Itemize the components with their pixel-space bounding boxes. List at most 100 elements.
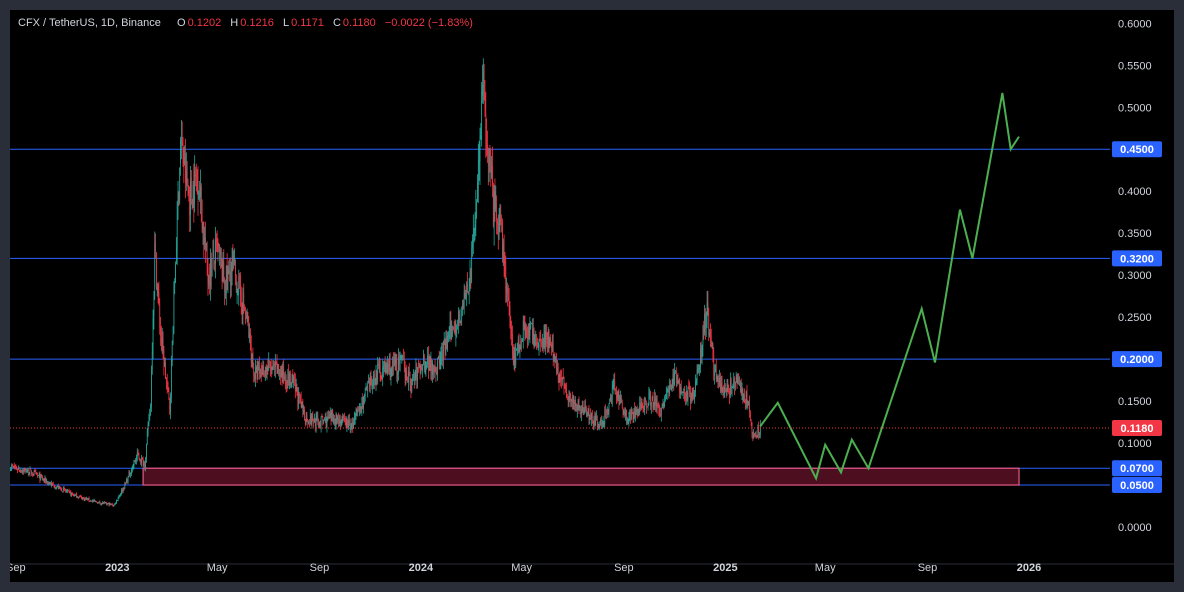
candle-body [92, 500, 94, 502]
candle-body [595, 417, 596, 426]
candle-body [16, 467, 18, 470]
candle-body [152, 317, 154, 354]
candle-body [260, 370, 261, 373]
candle-body [601, 423, 603, 427]
candle-body [633, 408, 635, 420]
candle-body [261, 372, 263, 377]
candle-body [597, 425, 599, 427]
candle-body [436, 372, 438, 374]
candle-body [14, 467, 16, 469]
candle-body [452, 326, 453, 328]
level-price-tag-box [1112, 351, 1162, 368]
candle-body [31, 470, 32, 475]
candle-body [605, 410, 606, 412]
candle-body [75, 494, 77, 496]
candle-body [503, 242, 505, 264]
candle-body [351, 421, 353, 429]
candle-body [660, 407, 662, 415]
candles-layer [10, 58, 761, 507]
candle-body [430, 360, 432, 371]
candle-body [230, 269, 232, 287]
candle-body [413, 374, 414, 379]
candle-body [477, 181, 478, 202]
candle-body [120, 494, 121, 496]
candle-body [347, 420, 349, 428]
candle-body [644, 396, 646, 410]
candle-body [409, 373, 411, 385]
candle-body [448, 333, 449, 337]
candle-body [324, 417, 326, 422]
candle-body [185, 168, 187, 184]
candle-body [49, 483, 51, 485]
candle-body [427, 355, 428, 364]
candle-body [667, 390, 669, 392]
candle-body [703, 327, 705, 334]
candle-body [576, 407, 578, 412]
candle-body [162, 337, 164, 351]
candle-body [735, 382, 736, 388]
candle-body [155, 244, 156, 252]
candle-body [552, 344, 553, 349]
candle-body [287, 371, 289, 389]
price-tick-label: 0.3500 [1118, 228, 1152, 240]
candle-body [335, 414, 337, 425]
level-price-tag: 0.3200 [1112, 250, 1162, 267]
candle-body [38, 474, 40, 476]
candle-body [355, 413, 357, 415]
candle-body [309, 413, 311, 424]
candle-body [52, 483, 54, 485]
candle-body [65, 490, 67, 492]
candle-body [255, 367, 257, 369]
price-chart[interactable]: 0.6000 0.5500 0.5000 0.4500 0.4000 0.3500 0.30… [10, 10, 1174, 582]
candle-body [106, 503, 108, 505]
candle-body [418, 363, 420, 367]
candle-body [50, 483, 52, 486]
candle-body [150, 405, 151, 409]
candle-body [399, 358, 401, 365]
candle-body [227, 270, 229, 280]
candle-body [286, 386, 288, 388]
candle-body [386, 364, 388, 373]
candle-body [653, 404, 655, 407]
candle-body [278, 364, 280, 373]
candle-body [104, 502, 106, 503]
candle-body [309, 423, 310, 425]
candle-body [181, 140, 182, 144]
candle-body [586, 412, 588, 416]
candle-body [149, 409, 151, 420]
candle-body [240, 292, 242, 308]
candle-body [301, 401, 303, 408]
candle-body [184, 156, 186, 166]
level-price-tag-box [1112, 250, 1162, 267]
candle-body [43, 479, 45, 481]
candle-body [202, 222, 204, 229]
symbol-label[interactable]: CFX / TetherUS, 1D, Binance [18, 17, 161, 29]
time-tick-label: Sep [310, 562, 330, 574]
candle-body [33, 471, 35, 476]
projection-layer [759, 92, 1020, 482]
chart-area[interactable]: 0.6000 0.5500 0.5000 0.4500 0.4000 0.3500 0.30… [10, 10, 1174, 582]
candle-body [462, 304, 463, 309]
candle-body [271, 367, 273, 370]
candle-body [365, 389, 367, 391]
candle-body [148, 420, 150, 424]
candle-body [718, 382, 720, 385]
candle-body [576, 403, 577, 411]
candle-body [476, 204, 478, 206]
candle-body [183, 160, 185, 169]
candle-body [40, 475, 42, 480]
candle-body [380, 375, 382, 379]
candle-body [729, 390, 730, 397]
candle-body [631, 409, 632, 419]
candle-body [98, 501, 100, 503]
candle-body [745, 390, 747, 403]
candle-body [175, 264, 176, 283]
candle-body [151, 351, 153, 370]
candle-body [235, 259, 236, 276]
candle-body [352, 421, 354, 428]
time-tick-label: 2026 [1017, 562, 1041, 574]
candle-body [621, 397, 622, 403]
candle-body [329, 416, 330, 418]
candle-body [310, 414, 312, 424]
candle-body [695, 382, 696, 393]
